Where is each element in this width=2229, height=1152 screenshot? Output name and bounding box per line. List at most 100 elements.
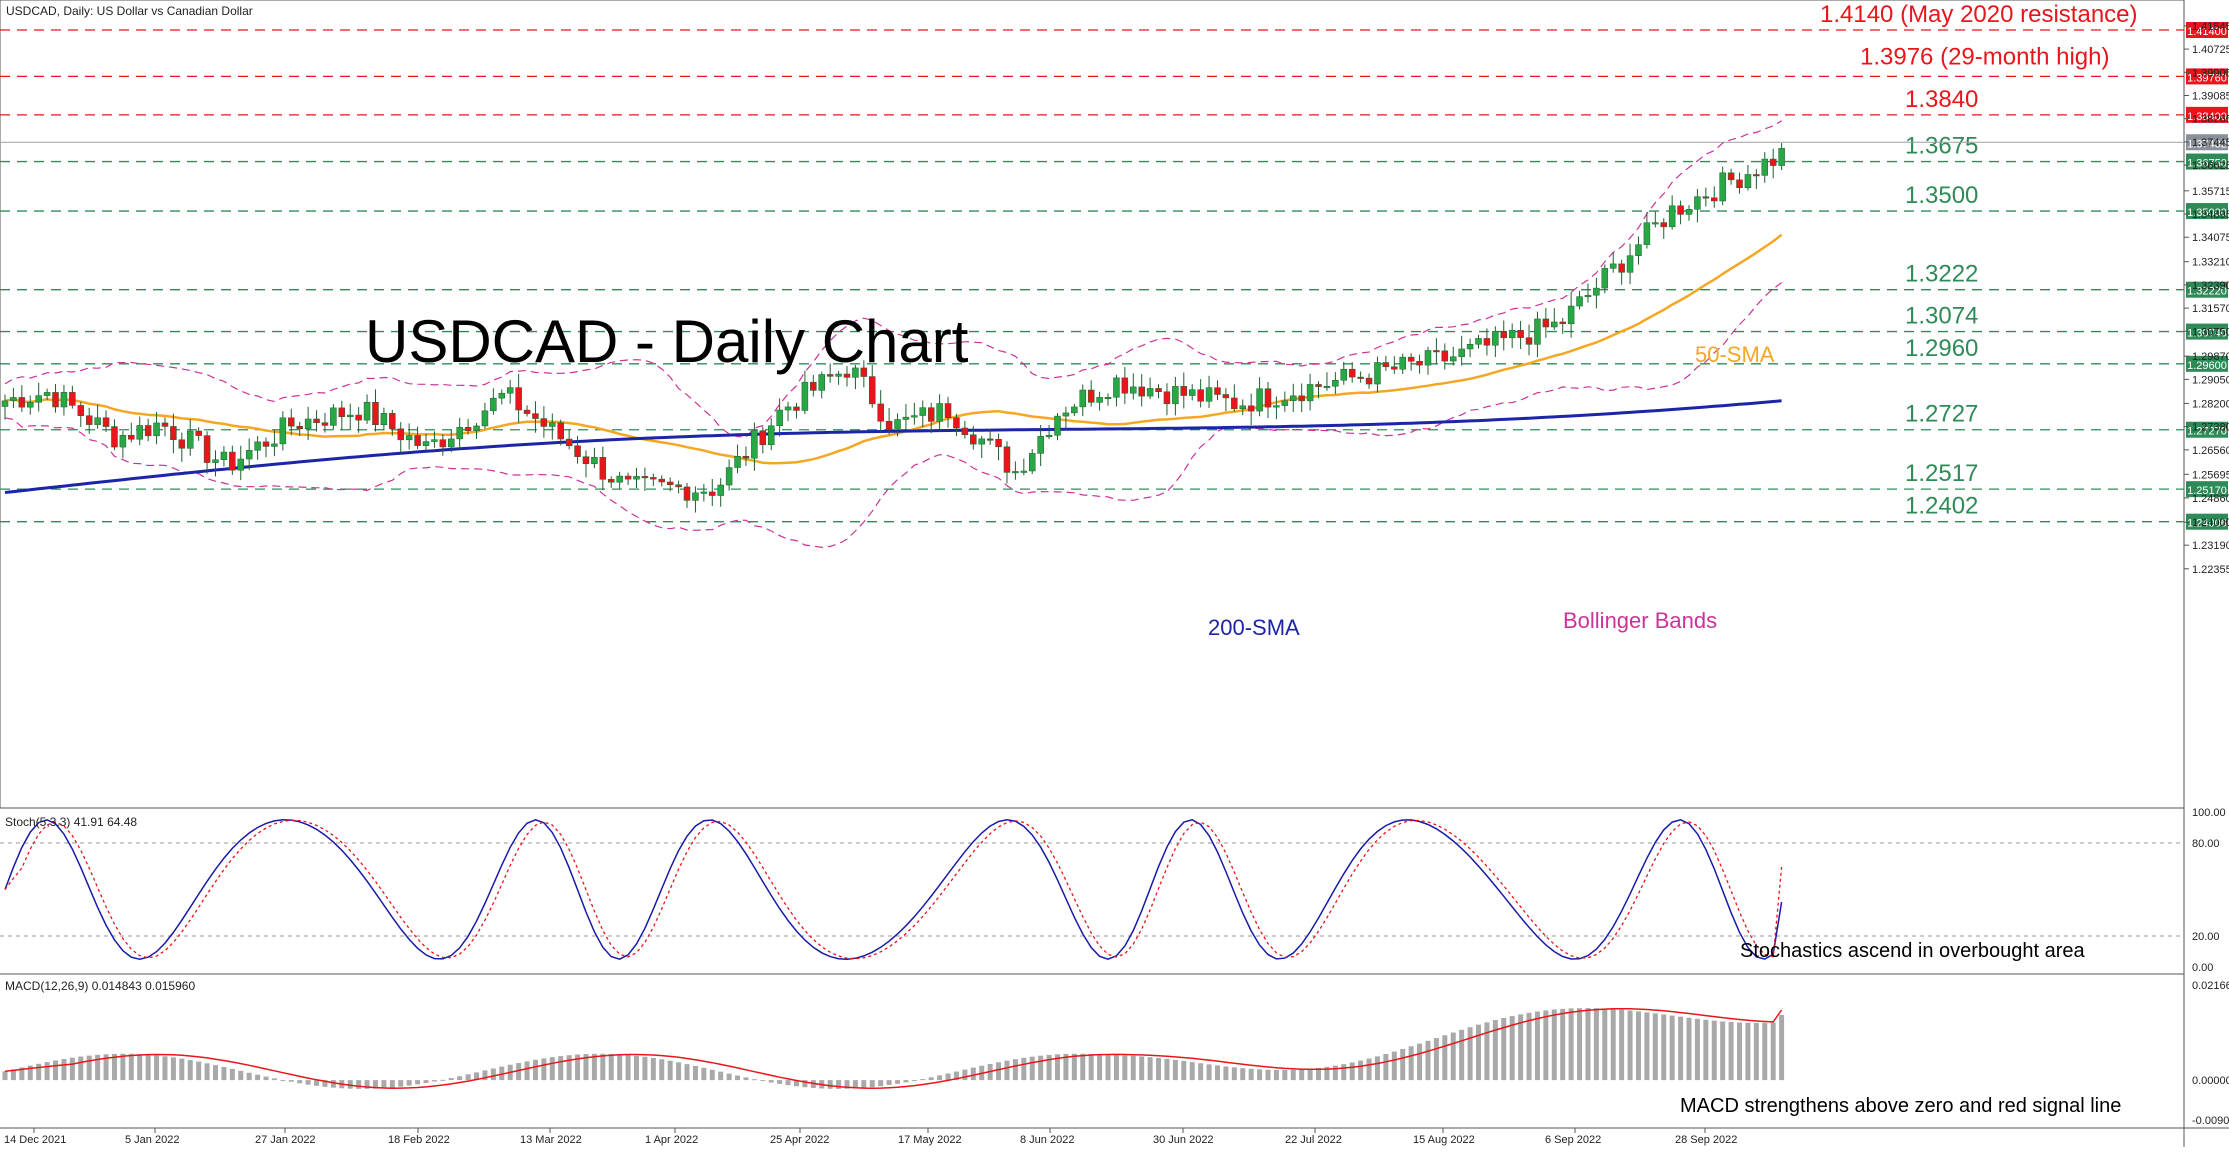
candle-body (213, 460, 219, 463)
candle-body (1349, 369, 1355, 377)
candle-body (996, 439, 1002, 447)
macd-bar (1569, 1008, 1574, 1080)
macd-bar (971, 1068, 976, 1080)
candle-body (785, 407, 791, 410)
macd-bar (659, 1059, 664, 1080)
level-label: 1.3500 (1905, 182, 1978, 209)
candle-body (1669, 206, 1675, 227)
macd-bar (1122, 1055, 1127, 1080)
macd-bar (1392, 1052, 1397, 1081)
macd-bar (1038, 1056, 1043, 1080)
candle-body (1425, 350, 1431, 365)
candle-body (288, 418, 294, 426)
level-label: 1.3675 (1905, 133, 1978, 160)
macd-bar (962, 1070, 967, 1081)
macd-bar (1266, 1070, 1271, 1080)
candle-body (903, 417, 909, 419)
candle-body (642, 476, 648, 478)
macd-bar (1240, 1068, 1245, 1080)
candle-body (238, 459, 244, 470)
candle-body (1619, 264, 1625, 272)
macd-bar (432, 1080, 437, 1081)
candle-body (987, 439, 993, 441)
candle-body (1585, 295, 1591, 297)
candle-body (322, 423, 328, 426)
macd-bar (146, 1055, 151, 1080)
candle-body (953, 418, 959, 428)
macd-bar (1687, 1018, 1692, 1080)
candle-body (1459, 349, 1465, 357)
macd-tick-label: 0.000000 (2192, 1075, 2229, 1087)
candle-body (1543, 319, 1549, 327)
macd-bar (1291, 1070, 1296, 1080)
macd-bar (718, 1072, 723, 1080)
level-label: 1.3840 (1905, 86, 1978, 113)
macd-bar (314, 1080, 319, 1086)
candle-body (1156, 388, 1162, 391)
date-label: 25 Apr 2022 (770, 1134, 829, 1146)
macd-bar (1577, 1008, 1582, 1080)
macd-bar (1754, 1023, 1759, 1080)
candle-body (19, 397, 25, 407)
candle-body (1492, 331, 1498, 345)
macd-bar (205, 1063, 210, 1080)
candle-body (196, 431, 202, 436)
candle-body (575, 446, 581, 457)
stoch-note: Stochastics ascend in overbought area (1740, 940, 2086, 962)
candle-body (1265, 389, 1271, 407)
macd-bar (996, 1062, 1001, 1080)
candle-body (111, 427, 117, 448)
candle-body (760, 431, 766, 445)
candle-body (617, 476, 623, 482)
candle-body (246, 450, 252, 459)
candle-body (1299, 396, 1305, 401)
candle-body (869, 377, 875, 404)
sma200-label: 200-SMA (1208, 615, 1300, 640)
candle-body (625, 476, 631, 479)
candle-body (398, 429, 404, 440)
macd-bar (188, 1060, 193, 1080)
candle-body (162, 423, 168, 427)
macd-bar (1080, 1054, 1085, 1080)
macd-bar (1594, 1008, 1599, 1080)
macd-bar (1215, 1065, 1220, 1080)
macd-bar (752, 1079, 757, 1080)
candle-body (1678, 206, 1684, 215)
macd-bar (1190, 1062, 1195, 1080)
candle-body (204, 436, 210, 463)
candle-body (1627, 256, 1633, 273)
date-label: 1 Apr 2022 (645, 1134, 698, 1146)
macd-bar (685, 1064, 690, 1080)
macd-bar (78, 1057, 83, 1081)
candle-body (137, 425, 143, 439)
macd-bar (1282, 1070, 1287, 1080)
chart-title: USDCAD - Daily Chart (365, 308, 969, 375)
candle-body (1316, 384, 1322, 386)
price-tick-label: 1.34895 (2192, 209, 2229, 221)
level-label: 1.2727 (1905, 401, 1978, 428)
candle-body (27, 402, 33, 407)
candle-body (490, 398, 496, 411)
candle-body (356, 415, 362, 420)
macd-bar (1636, 1011, 1641, 1080)
candle-body (1223, 394, 1229, 397)
macd-bar (895, 1080, 900, 1084)
macd-bar (381, 1080, 386, 1088)
candle-body (1341, 369, 1347, 380)
candle-body (1231, 398, 1237, 409)
macd-bar (920, 1079, 925, 1080)
macd-bar (457, 1076, 462, 1080)
macd-bar (1409, 1046, 1414, 1080)
candle-body (221, 452, 227, 460)
candle-body (777, 410, 783, 426)
candle-body (1694, 197, 1700, 210)
candle-body (793, 407, 799, 411)
macd-bar (693, 1066, 698, 1080)
macd-bar (247, 1073, 252, 1080)
candle-body (465, 427, 471, 430)
macd-bar (1198, 1063, 1203, 1080)
candle-body (549, 423, 555, 427)
level-label: 1.3222 (1905, 261, 1978, 288)
